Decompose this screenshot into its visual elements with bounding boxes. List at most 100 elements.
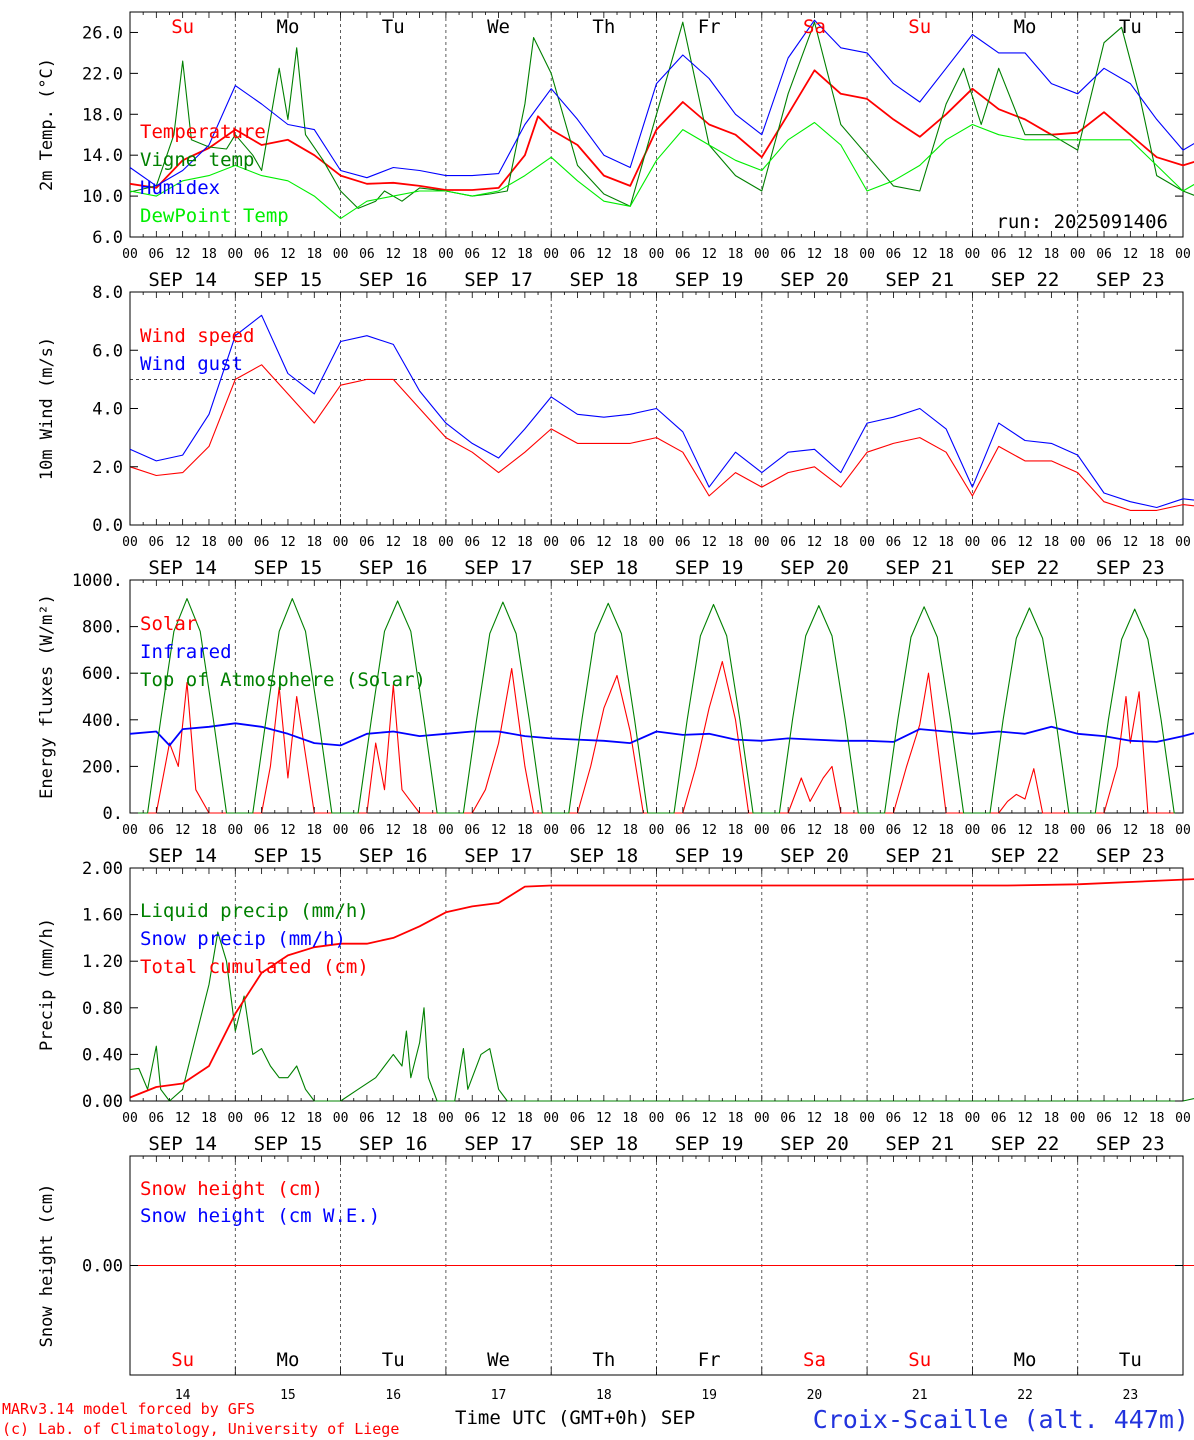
hour-label: 12 [175,247,191,262]
hour-label: 00 [438,535,454,550]
y-tick-label: 6.0 [92,228,123,248]
hour-label: 00 [333,535,349,550]
footer-copyright-line: (c) Lab. of Climatology, University of L… [2,1420,399,1438]
hour-label: 12 [280,1111,296,1126]
hour-label: 00 [1070,247,1086,262]
date-label: SEP 15 [254,1133,323,1155]
weekday-label: Mo [1014,1349,1037,1371]
hour-label: 12 [596,535,612,550]
hour-label: 18 [728,535,744,550]
hour-label: 18 [1149,535,1165,550]
hour-label: 06 [359,247,375,262]
y-axis-title: 10m Wind (m/s) [37,337,57,480]
hour-label: 06 [991,823,1007,838]
y-tick-label: 6.0 [92,341,123,361]
day-number: 20 [807,1388,823,1403]
hour-label: 00 [122,247,138,262]
hour-label: 06 [254,823,270,838]
hour-label: 06 [570,823,586,838]
hour-label: 12 [1123,535,1139,550]
weekday-label: Tu [382,16,405,38]
hour-label: 18 [1044,1111,1060,1126]
series-line [129,314,1194,509]
hour-label: 06 [886,823,902,838]
hour-label: 18 [622,535,638,550]
hour-label: 00 [1070,1111,1086,1126]
hour-label: 00 [965,823,981,838]
legend-entry: Snow height (cm W.E.) [140,1205,380,1227]
y-tick-label: 800. [82,618,123,638]
hour-label: 18 [412,247,428,262]
legend-entry: Total cumulated (cm) [140,956,369,978]
date-label: SEP 23 [1096,557,1165,579]
hour-label: 06 [148,535,164,550]
date-label: SEP 17 [464,845,533,867]
hour-label: 12 [175,535,191,550]
date-label: SEP 20 [780,269,849,291]
weekday-label: Su [171,1349,194,1371]
hour-label: 12 [385,823,401,838]
series-line [130,598,1183,814]
hour-label: 06 [675,1111,691,1126]
hour-label: 06 [570,535,586,550]
weekday-label: Sa [803,1349,826,1371]
axis-ticks [129,12,1184,1375]
hour-label: 18 [412,823,428,838]
hour-label: 00 [754,247,770,262]
weekday-label: Mo [277,1349,300,1371]
hour-label: 12 [596,823,612,838]
date-label: SEP 22 [991,845,1060,867]
hour-label: 12 [807,535,823,550]
hour-label: 18 [412,535,428,550]
date-label: SEP 19 [675,557,744,579]
date-label: SEP 18 [570,557,639,579]
weekday-label: Su [908,1349,931,1371]
y-tick-label: 0.00 [82,1092,123,1112]
hour-label: 06 [675,535,691,550]
hour-label: 00 [122,535,138,550]
hour-label: 12 [280,823,296,838]
date-label: SEP 17 [464,1133,533,1155]
hour-label: 12 [491,1111,507,1126]
hour-label: 12 [1123,1111,1139,1126]
hour-label: 00 [122,823,138,838]
day-number: 17 [491,1388,507,1403]
weekday-label: Fr [698,1349,721,1371]
y-tick-label: 600. [82,664,123,684]
run-annotation: run: 2025091406 [996,211,1168,233]
date-label: SEP 22 [991,1133,1060,1155]
y-tick-label: 0.0 [92,516,123,536]
hour-label: 00 [333,247,349,262]
hour-label: 00 [859,823,875,838]
series-line [129,364,1194,511]
hour-label: 18 [938,1111,954,1126]
hour-label: 06 [148,247,164,262]
y-tick-label: 1.60 [82,906,123,926]
legend-entry: Temperature [140,121,266,143]
date-label: SEP 19 [675,1133,744,1155]
hour-label: 00 [1175,247,1191,262]
hour-label: 06 [675,247,691,262]
hour-label: 00 [1070,823,1086,838]
weekday-label: Sa [803,16,826,38]
hour-label: 18 [833,535,849,550]
hour-label: 12 [1017,1111,1033,1126]
date-label: SEP 15 [254,845,323,867]
hour-label: 12 [701,535,717,550]
day-number: 19 [701,1388,717,1403]
date-label: SEP 16 [359,845,428,867]
hour-label: 06 [780,823,796,838]
hour-label: 00 [227,247,243,262]
hour-label: 00 [754,823,770,838]
hour-label: 06 [991,247,1007,262]
hour-label: 18 [833,823,849,838]
axis-labels: 6.0 10.0 14.0 18.0 22.0 26.0 2m Temp. (°C) 00 06… [37,16,1191,1403]
date-label: SEP 23 [1096,1133,1165,1155]
series-line [130,660,1183,814]
hour-label: 18 [728,1111,744,1126]
hour-label: 06 [359,535,375,550]
hour-label: 06 [991,535,1007,550]
y-tick-label: 14.0 [82,146,123,166]
hour-label: 18 [517,247,533,262]
hour-label: 12 [1017,247,1033,262]
